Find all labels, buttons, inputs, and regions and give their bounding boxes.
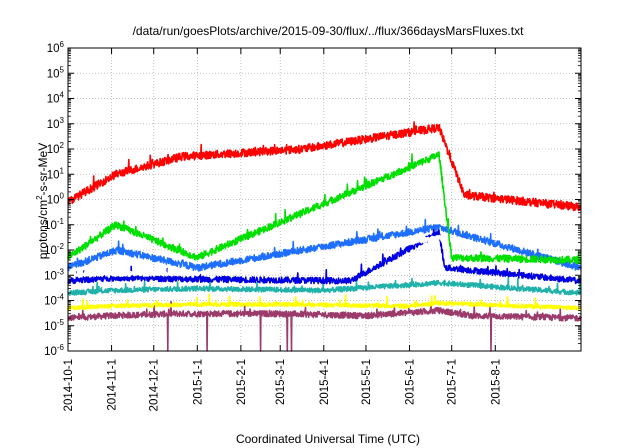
y-tick-label-base: 10 bbox=[44, 220, 57, 232]
x-tick-label: 2014-12-1 bbox=[149, 359, 161, 411]
y-tick-label: 10-4 bbox=[44, 293, 64, 308]
y-tick-label-exp: -4 bbox=[57, 293, 65, 302]
x-tick-label: 2015-8-1 bbox=[490, 359, 502, 405]
series-line-6 bbox=[67, 151, 582, 265]
y-tick-label-base: 10 bbox=[44, 296, 57, 308]
axis-ticks: 10-610-510-410-310-210-11001011021031041… bbox=[44, 40, 581, 411]
y-tick-label-exp: -3 bbox=[57, 267, 65, 276]
y-tick-label: 10-6 bbox=[44, 343, 64, 358]
y-tick-label-exp: 3 bbox=[60, 116, 65, 125]
y-tick-label-exp: 4 bbox=[60, 91, 65, 100]
y-tick-label-exp: 2 bbox=[60, 141, 65, 150]
y-tick-label-base: 10 bbox=[47, 94, 60, 106]
x-tick-label: 2015-7-1 bbox=[447, 359, 459, 405]
y-tick-label-base: 10 bbox=[47, 68, 60, 80]
chart-title: /data/run/goesPlots/archive/2015-09-30/f… bbox=[133, 24, 525, 38]
series-line-0 bbox=[67, 300, 582, 352]
series-layer bbox=[67, 121, 582, 352]
y-tick-label-exp: -2 bbox=[57, 242, 65, 251]
x-axis-label: Coordinated Universal Time (UTC) bbox=[236, 432, 420, 446]
y-tick-label-exp: 1 bbox=[60, 166, 65, 175]
y-tick-label-exp: -5 bbox=[57, 318, 65, 327]
series-line-4 bbox=[67, 229, 582, 278]
x-tick-label: 2015-1-1 bbox=[192, 359, 204, 405]
y-tick-label-base: 10 bbox=[44, 245, 57, 257]
series-line-7 bbox=[67, 121, 582, 212]
x-tick-label: 2015-5-1 bbox=[361, 359, 373, 405]
y-axis-label-rest: -s-sr-MeV bbox=[36, 143, 50, 196]
y-tick-label: 103 bbox=[47, 116, 65, 131]
x-tick-label: 2015-3-1 bbox=[275, 359, 287, 405]
y-tick-label-exp: 6 bbox=[60, 40, 65, 49]
x-tick-label: 2014-10-1 bbox=[63, 359, 75, 411]
y-tick-label: 10-2 bbox=[44, 242, 64, 257]
series-line-5 bbox=[67, 218, 582, 272]
x-tick-label: 2014-11-1 bbox=[107, 359, 119, 411]
series-line-3 bbox=[67, 224, 582, 285]
y-tick-label-exp: 0 bbox=[60, 192, 65, 201]
y-tick-label: 102 bbox=[47, 141, 65, 156]
x-tick-label: 2015-4-1 bbox=[319, 359, 331, 405]
series-line-2 bbox=[67, 276, 582, 297]
y-tick-label: 106 bbox=[47, 40, 65, 55]
y-tick-label: 100 bbox=[47, 192, 65, 207]
y-tick-label-base: 10 bbox=[47, 169, 60, 181]
y-tick-label: 10-3 bbox=[44, 267, 64, 282]
y-axis-label-sup: 2 bbox=[35, 195, 44, 200]
y-tick-label: 104 bbox=[47, 91, 65, 106]
x-tick-label: 2015-6-1 bbox=[405, 359, 417, 405]
y-tick-label-base: 10 bbox=[44, 321, 57, 333]
y-tick-label: 105 bbox=[47, 65, 65, 80]
y-tick-label-exp: -1 bbox=[57, 217, 65, 226]
y-tick-label-exp: 5 bbox=[60, 65, 65, 74]
y-tick-label-base: 10 bbox=[44, 270, 57, 282]
y-tick-label: 101 bbox=[47, 166, 65, 181]
y-tick-label-base: 10 bbox=[47, 144, 60, 156]
y-tick-label-base: 10 bbox=[44, 346, 57, 358]
series-line-1 bbox=[67, 293, 582, 311]
y-tick-label: 10-5 bbox=[44, 318, 64, 333]
y-tick-label-base: 10 bbox=[47, 119, 60, 131]
y-axis-label: protons/cm2-s-sr-MeV bbox=[35, 143, 50, 259]
y-tick-label: 10-1 bbox=[44, 217, 64, 232]
y-tick-label-base: 10 bbox=[47, 195, 60, 207]
y-axis-label-base: protons/cm bbox=[36, 200, 50, 259]
y-tick-label-base: 10 bbox=[47, 43, 60, 55]
y-tick-label-exp: -6 bbox=[57, 343, 65, 352]
x-tick-label: 2015-2-1 bbox=[236, 359, 248, 405]
